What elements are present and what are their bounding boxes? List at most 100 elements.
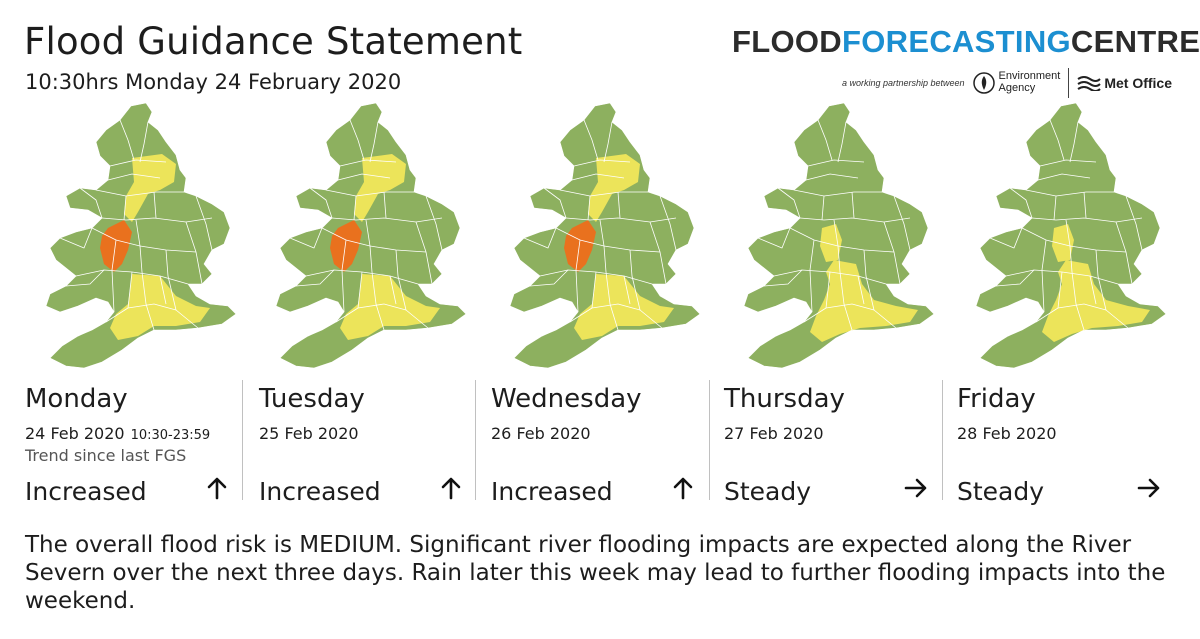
up-arrow-icon xyxy=(207,477,227,500)
day-date: 25 Feb 2020 xyxy=(259,424,359,443)
coastline xyxy=(743,102,934,369)
map-wednesday xyxy=(509,102,700,369)
column-divider xyxy=(242,380,243,500)
county-boundary xyxy=(425,195,443,251)
county-boundary xyxy=(649,221,667,285)
county-boundary xyxy=(995,269,1035,287)
county-boundary xyxy=(803,303,897,329)
county-boundary xyxy=(1083,191,1087,219)
column-divider xyxy=(709,380,710,500)
county-boundary xyxy=(569,303,663,329)
county-boundary xyxy=(1065,219,1085,331)
county-boundary xyxy=(1025,189,1114,197)
up-arrow-icon xyxy=(441,477,461,500)
up-arrow-icon xyxy=(673,477,693,500)
county-boundary xyxy=(837,121,847,163)
county-boundary xyxy=(821,195,825,221)
county-boundary xyxy=(79,187,103,219)
county-boundary xyxy=(857,275,865,305)
partners: a working partnership between Environmen… xyxy=(732,67,1172,99)
county-boundary xyxy=(1115,221,1133,285)
risk-area-low xyxy=(124,154,176,222)
day-name: Tuesday xyxy=(259,384,365,414)
county-boundary xyxy=(325,189,414,197)
time-range: 10:30-23:59 xyxy=(130,428,211,443)
map-monday xyxy=(45,102,236,369)
county-boundary xyxy=(809,239,815,313)
county-boundary xyxy=(775,301,807,337)
logo-word-flood: FLOOD xyxy=(732,24,842,59)
county-boundary xyxy=(583,119,599,161)
county-boundary xyxy=(415,221,433,285)
county-boundary xyxy=(777,187,801,219)
coastline xyxy=(45,102,236,369)
county-boundary xyxy=(123,195,127,221)
county-boundary xyxy=(629,249,641,311)
county-boundary xyxy=(863,249,875,311)
county-boundary xyxy=(309,187,333,219)
coastline xyxy=(975,102,1166,369)
county-boundary xyxy=(383,191,387,219)
risk-area-low xyxy=(1042,260,1150,342)
county-boundary xyxy=(65,269,105,287)
county-boundary xyxy=(767,207,789,217)
county-boundary xyxy=(185,221,203,285)
right-arrow-icon xyxy=(1137,478,1160,498)
map-tuesday xyxy=(275,102,466,369)
day-name: Monday xyxy=(25,384,128,414)
column-divider xyxy=(942,380,943,500)
county-boundary xyxy=(763,269,803,287)
risk-area-low xyxy=(340,274,440,340)
risk-area-medium xyxy=(330,220,362,272)
county-boundary xyxy=(105,303,199,329)
day-name: Thursday xyxy=(724,384,845,414)
county-boundary xyxy=(95,189,184,197)
county-boundary xyxy=(369,121,379,163)
county-boundary xyxy=(299,207,321,217)
county-boundary xyxy=(533,207,555,217)
county-boundary xyxy=(127,271,133,309)
coastline xyxy=(509,102,700,369)
county-boundary xyxy=(109,159,167,167)
county-boundary xyxy=(851,191,855,219)
county-boundary xyxy=(757,227,791,249)
trend-value: Steady xyxy=(724,477,812,506)
day-date: 24 Feb 2020 10:30-23:59 xyxy=(25,424,210,443)
risk-maps xyxy=(0,100,1200,370)
county-boundary xyxy=(575,239,581,313)
risk-area-low xyxy=(810,260,918,342)
county-boundary xyxy=(1125,195,1143,251)
date-text: 28 Feb 2020 xyxy=(957,424,1057,443)
county-boundary xyxy=(603,121,613,163)
met-office-icon xyxy=(1077,76,1102,91)
logo-word-forecasting: FORECASTING xyxy=(842,24,1071,59)
county-boundary xyxy=(111,239,117,313)
risk-area-very-low xyxy=(46,103,236,368)
day-date: 27 Feb 2020 xyxy=(724,424,824,443)
county-boundary xyxy=(353,195,357,221)
ea-line2: Agency xyxy=(998,82,1036,94)
day-column-friday: Friday 28 Feb 2020 Steady xyxy=(957,378,1167,508)
county-boundary xyxy=(565,217,677,223)
column-divider xyxy=(475,380,476,500)
map-thursday xyxy=(743,102,934,369)
county-boundary xyxy=(295,269,335,287)
county-boundary xyxy=(389,275,397,305)
county-boundary xyxy=(395,249,407,311)
page-title: Flood Guidance Statement xyxy=(24,20,523,63)
day-column-monday: Monday 24 Feb 2020 10:30-23:59 Trend sinc… xyxy=(25,378,235,508)
county-boundary xyxy=(1053,195,1057,221)
risk-area-low xyxy=(1052,224,1074,262)
logo-word-centre: CENTRE xyxy=(1070,24,1200,59)
day-column-wednesday: Wednesday 26 Feb 2020 Increased xyxy=(491,378,701,508)
date-text: 27 Feb 2020 xyxy=(724,424,824,443)
county-boundary xyxy=(337,173,391,181)
county-boundary xyxy=(587,195,591,221)
day-column-thursday: Thursday 27 Feb 2020 Steady xyxy=(724,378,934,508)
ea-line1: Environment xyxy=(998,70,1061,83)
ffc-logo: FLOODFORECASTINGCENTRE a working partner… xyxy=(732,24,1200,99)
county-boundary xyxy=(119,119,135,161)
risk-area-low xyxy=(110,274,210,340)
coastline xyxy=(275,102,466,369)
county-boundary xyxy=(659,195,677,251)
